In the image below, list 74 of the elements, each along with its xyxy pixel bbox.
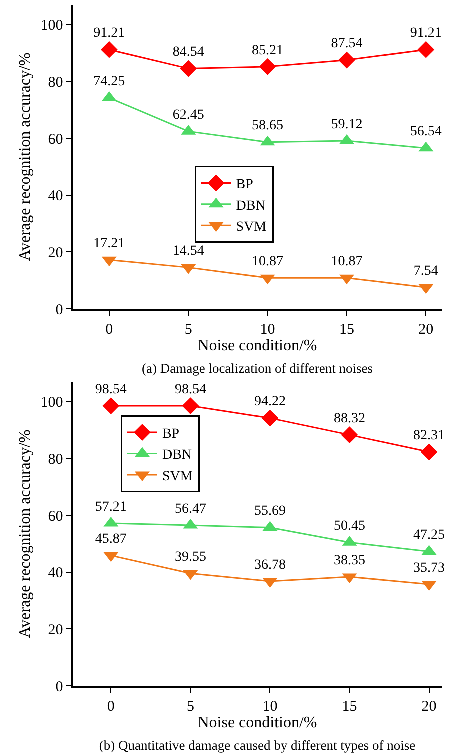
data-label: 82.31 (414, 428, 446, 444)
data-label: 7.54 (414, 264, 438, 279)
legend-label: BP (162, 427, 180, 442)
data-label: 36.78 (254, 558, 286, 573)
data-label: 58.65 (252, 118, 284, 134)
y-tick-label: 80 (48, 452, 64, 468)
data-label: 94.22 (254, 394, 286, 410)
legend-label: DBN (162, 448, 192, 464)
data-label: 87.54 (331, 36, 363, 52)
point (338, 52, 356, 69)
data-label: 56.54 (410, 124, 442, 140)
data-label: 10.87 (252, 254, 284, 270)
legend-label: SVM (236, 220, 268, 236)
data-label: 98.54 (174, 382, 206, 398)
y-axis-title: Average recognition accuracy/% (17, 52, 34, 262)
point (182, 398, 200, 414)
point (420, 444, 438, 461)
y-tick-label: 20 (48, 622, 64, 638)
point (259, 58, 276, 76)
x-tick-label: 0 (107, 698, 115, 715)
y-tick-label: 20 (48, 245, 64, 262)
x-axis-title: Noise condition/% (198, 338, 318, 355)
data-label: 62.45 (172, 108, 204, 123)
x-tick-label: 5 (184, 322, 192, 338)
x-tick-label: 15 (342, 698, 358, 715)
data-label: 59.12 (331, 117, 363, 132)
data-label: 57.21 (95, 500, 127, 515)
y-tick-label: 40 (48, 188, 64, 205)
y-tick-label: 40 (48, 566, 64, 582)
x-tick-label: 5 (186, 698, 194, 715)
y-tick-label: 0 (56, 302, 64, 318)
data-label: 84.54 (172, 45, 204, 60)
y-tick-label: 100 (40, 395, 64, 412)
legend-label: BP (236, 178, 254, 193)
y-tick-label: 60 (48, 132, 64, 148)
data-label: 88.32 (334, 411, 366, 426)
x-tick-label: 0 (106, 322, 114, 338)
x-tick-label: 15 (339, 322, 354, 338)
data-label: 17.21 (94, 236, 126, 252)
x-tick-label: 20 (418, 322, 434, 338)
y-tick-label: 100 (40, 18, 64, 34)
point (341, 426, 358, 444)
data-label: 35.73 (414, 560, 446, 576)
y-tick-label: 80 (48, 74, 64, 91)
data-label: 45.87 (95, 532, 127, 548)
point (102, 398, 120, 414)
data-label: 47.25 (414, 528, 446, 544)
legend-label: SVM (162, 469, 194, 484)
y-tick-label: 60 (48, 508, 64, 525)
x-tick-label: 10 (262, 698, 278, 715)
x-tick-label: 10 (260, 322, 276, 338)
data-label: 55.69 (254, 504, 286, 520)
x-axis-title: Noise condition/% (198, 714, 318, 732)
data-label: 39.55 (174, 550, 206, 566)
data-label: 50.45 (334, 519, 366, 534)
text: (b) Quantitative damage caused by different types of noise (99, 738, 416, 754)
legend-label: DBN (236, 198, 266, 214)
point (180, 60, 198, 78)
point (100, 41, 118, 58)
data-label: 14.54 (172, 244, 204, 260)
y-axis-title: Average recognition accuracy/% (17, 430, 34, 638)
data-label: 91.21 (410, 26, 442, 42)
data-label: 91.21 (94, 26, 126, 42)
data-label: 98.54 (95, 382, 127, 398)
data-label: 85.21 (252, 43, 284, 58)
text: (a) Damage localization of different noises (142, 361, 374, 376)
x-tick-label: 20 (422, 698, 437, 715)
point (262, 410, 279, 427)
data-label: 56.47 (174, 502, 206, 517)
point (418, 41, 435, 58)
data-label: 38.35 (334, 553, 366, 568)
data-label: 10.87 (331, 254, 363, 270)
data-label: 74.25 (94, 74, 126, 90)
y-tick-label: 0 (56, 679, 64, 696)
